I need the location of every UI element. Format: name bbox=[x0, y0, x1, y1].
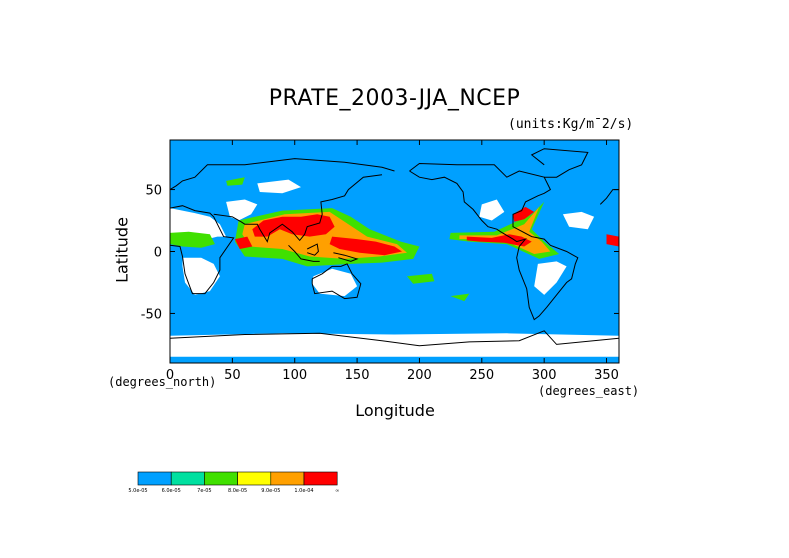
precip-core bbox=[606, 234, 619, 247]
no-data-region bbox=[479, 199, 505, 221]
y-tick-label: 0 bbox=[154, 246, 162, 261]
precip-band bbox=[450, 293, 470, 302]
no-data-region bbox=[257, 179, 301, 194]
precip-band bbox=[407, 273, 435, 284]
no-data-region bbox=[226, 199, 258, 221]
colorbar-swatch bbox=[270, 471, 305, 486]
precip-core bbox=[513, 206, 535, 222]
x-axis-sublabel: (degrees_east) bbox=[538, 384, 640, 398]
coastline-layer bbox=[170, 148, 619, 347]
colorbar: 5.0e-05 6.0e-05 7e-05 8.0e-05 9.0e-05 1.0e-04… bbox=[128, 471, 339, 494]
no-data-region bbox=[170, 208, 227, 240]
precip-core bbox=[466, 234, 532, 247]
coastline bbox=[170, 205, 235, 295]
no-data-region bbox=[562, 211, 595, 230]
coastline bbox=[213, 174, 383, 243]
y-tick-label: -50 bbox=[141, 307, 162, 322]
coastline bbox=[170, 158, 395, 191]
colorbar-label: 8.0e-05 bbox=[228, 488, 247, 494]
precip-band bbox=[170, 231, 215, 248]
units-label: (units:Kg/m¯2/s) bbox=[508, 117, 634, 132]
y-tick-label: 50 bbox=[145, 184, 162, 199]
coastline bbox=[409, 162, 579, 321]
colorbar-label: 7e-05 bbox=[197, 488, 211, 494]
no-data-region bbox=[170, 333, 619, 357]
x-tick-label: 250 bbox=[469, 368, 494, 383]
colorbar-swatch bbox=[237, 471, 272, 486]
x-ticks: 0 50 100 150 200 250 300 350 bbox=[166, 140, 619, 383]
colorbar-swatch bbox=[303, 471, 338, 486]
x-tick-label: 100 bbox=[282, 368, 307, 383]
coastline bbox=[288, 244, 320, 262]
x-axis-label: Longitude bbox=[355, 401, 435, 420]
precip-core bbox=[329, 236, 402, 256]
chart-title: PRATE_2003-JJA_NCEP bbox=[268, 86, 521, 111]
precip-core bbox=[234, 236, 253, 249]
colorbar-label: ∞ bbox=[335, 488, 339, 494]
colorbar-label: 5.0e-05 bbox=[128, 488, 147, 494]
x-tick-label: 50 bbox=[224, 368, 241, 383]
colorbar-swatch bbox=[137, 471, 172, 486]
precip-band bbox=[226, 177, 245, 186]
x-tick-label: 300 bbox=[532, 368, 557, 383]
y-ticks: -50 0 50 bbox=[141, 184, 619, 322]
no-data-region bbox=[182, 257, 220, 295]
colorbar-label: 9.0e-05 bbox=[261, 488, 280, 494]
coastline bbox=[311, 263, 362, 300]
no-data-region bbox=[312, 268, 358, 297]
coastline bbox=[530, 148, 589, 178]
y-axis-sublabel: (degrees_north) bbox=[108, 375, 217, 389]
coastline bbox=[306, 243, 319, 256]
coastline bbox=[170, 330, 619, 347]
colorbar-label: 6.0e-05 bbox=[162, 488, 181, 494]
x-tick-label: 200 bbox=[407, 368, 432, 383]
x-tick-label: 350 bbox=[594, 368, 619, 383]
coastline bbox=[333, 252, 359, 262]
colorbar-swatch bbox=[204, 471, 238, 486]
colorbar-swatch bbox=[170, 471, 205, 486]
x-tick-label: 150 bbox=[345, 368, 370, 383]
x-tick-label: 0 bbox=[166, 368, 174, 383]
precip-field-layer bbox=[170, 177, 619, 357]
colorbar-label: 1.0e-04 bbox=[294, 488, 313, 494]
no-data-region bbox=[534, 261, 567, 295]
